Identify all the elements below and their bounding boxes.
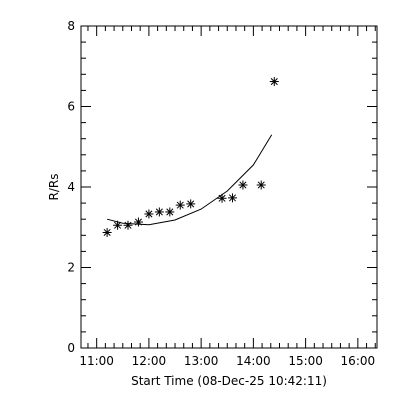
x-tick-label: 11:00 (79, 354, 114, 368)
fit-curve (106, 134, 273, 226)
asterisk-point (175, 200, 185, 210)
asterisk-point (238, 180, 248, 190)
asterisk-point (113, 220, 123, 230)
fit-line (106, 134, 273, 226)
x-tick-label: 13:00 (184, 354, 219, 368)
asterisk-point (227, 193, 237, 203)
asterisk-point (256, 180, 266, 190)
data-points (102, 77, 279, 237)
x-tick-label: 15:00 (288, 354, 323, 368)
y-tick-label: 8 (67, 19, 75, 33)
y-tick-label: 6 (67, 100, 75, 114)
asterisk-point (123, 220, 133, 230)
plot-frame (80, 25, 378, 349)
y-tick-label: 2 (67, 261, 75, 275)
ticks (81, 25, 377, 349)
y-tick-label: 0 (67, 341, 75, 355)
asterisk-point (154, 207, 164, 217)
asterisk-point (186, 199, 196, 209)
asterisk-point (102, 227, 112, 237)
asterisk-point (165, 207, 175, 217)
x-tick-label: 12:00 (132, 354, 167, 368)
y-axis-label: R/Rs (47, 174, 61, 201)
asterisk-point (133, 217, 143, 227)
asterisk-point (144, 209, 154, 219)
asterisk-point (269, 77, 279, 87)
tick-labels: 11:00 12:00 13:00 14:00 15:00 16:00 0 2 4 6 8 (67, 19, 375, 368)
asterisk-point (217, 193, 227, 203)
x-tick-label: 16:00 (341, 354, 376, 368)
x-axis-label: Start Time (08-Dec-25 10:42:11) (131, 374, 327, 388)
y-tick-label: 4 (67, 180, 75, 194)
x-tick-label: 14:00 (236, 354, 271, 368)
